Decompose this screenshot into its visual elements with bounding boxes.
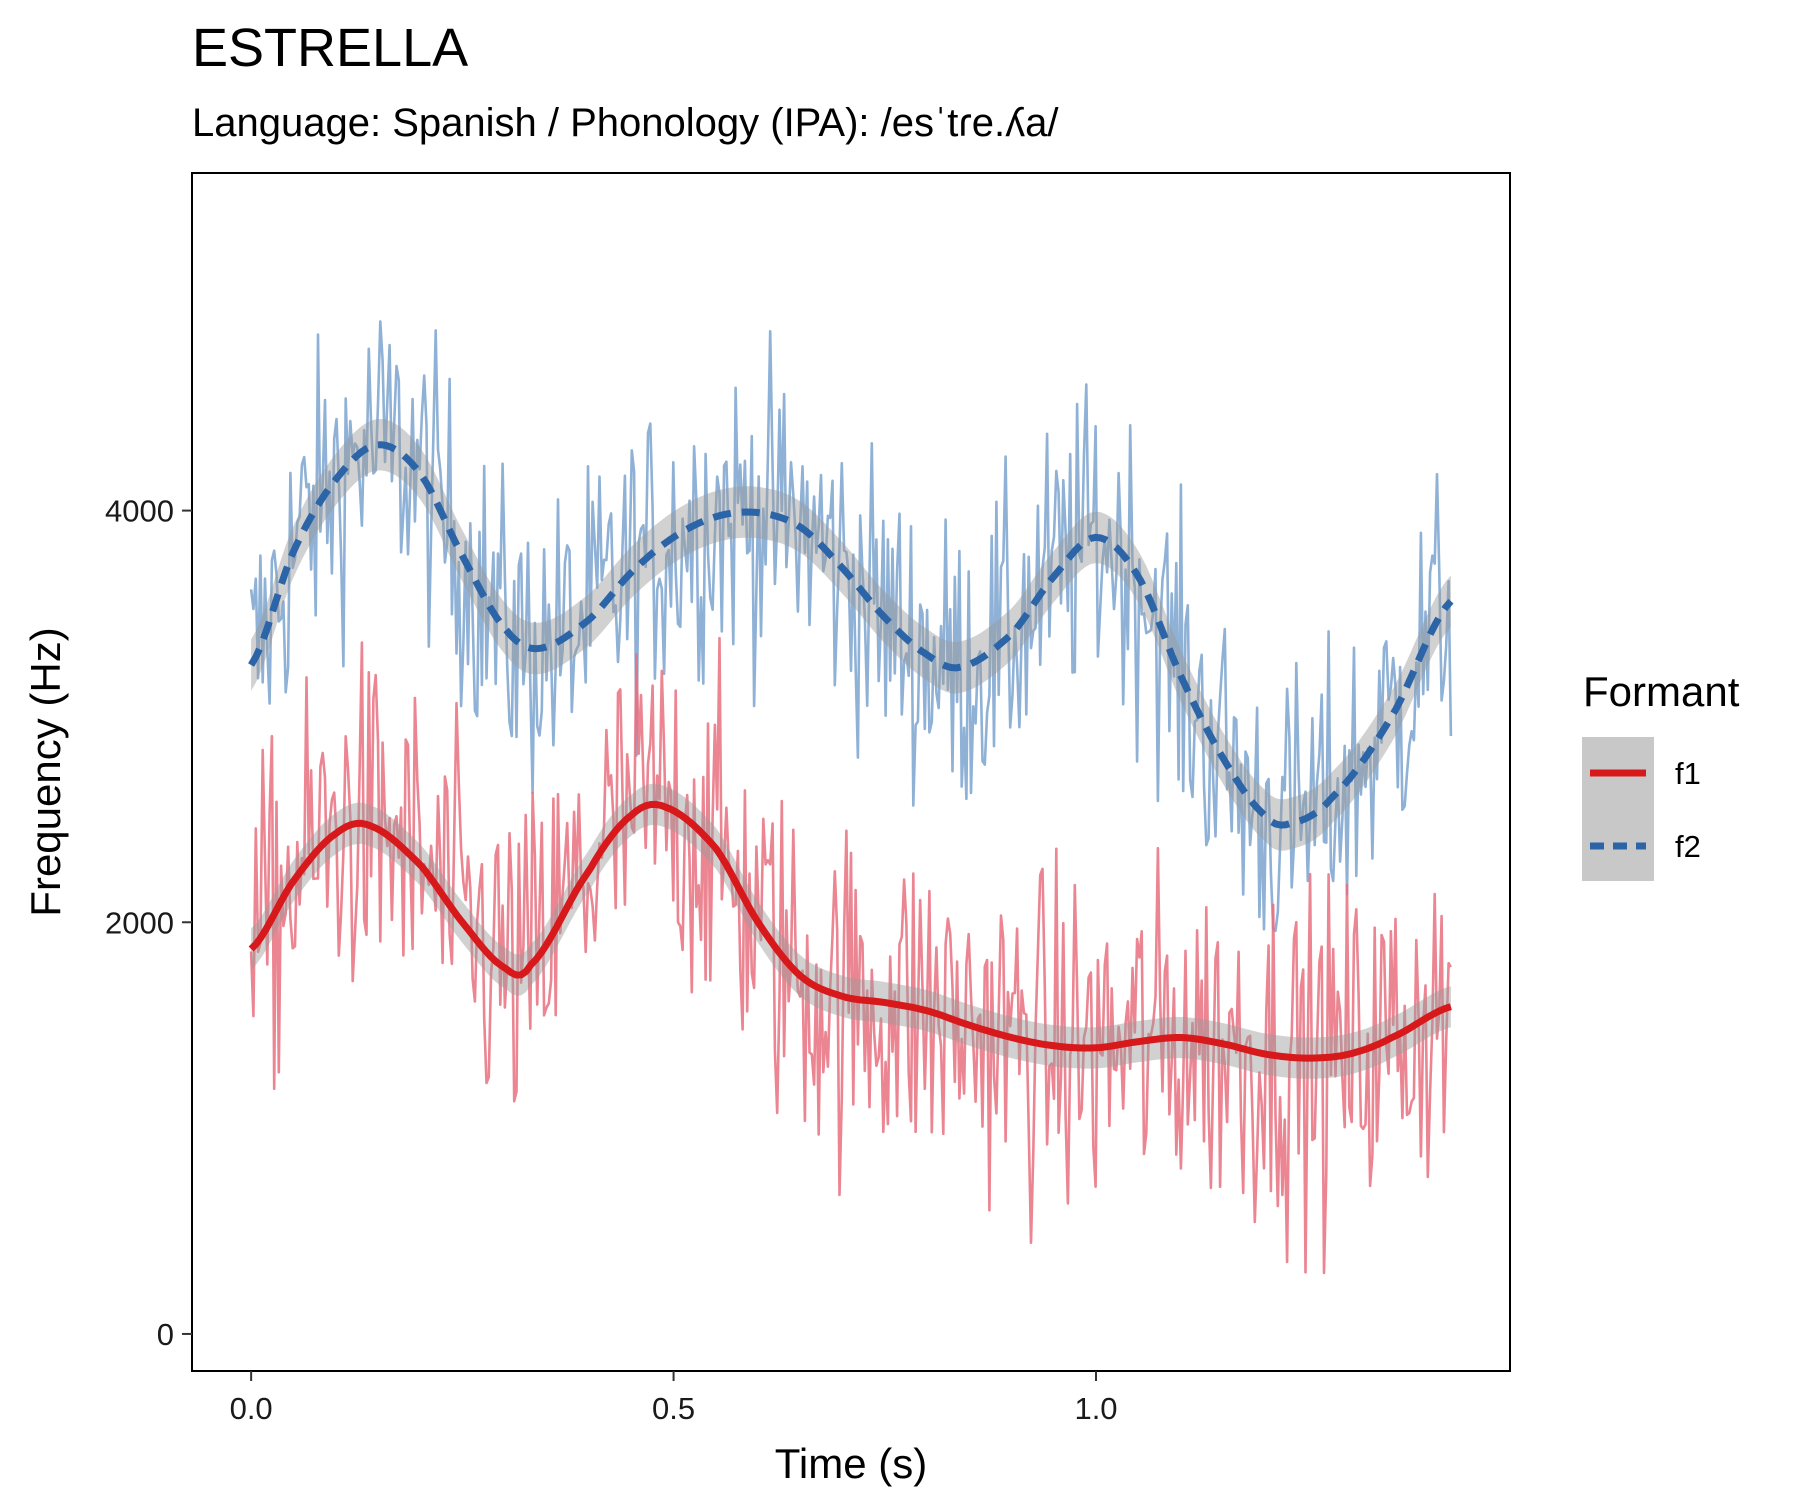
y-axis-title: Frequency (Hz): [22, 627, 69, 916]
plot-area: [191, 172, 1511, 1372]
ribbon-f1: [251, 783, 1451, 1079]
y-axis: 0 2000 4000: [105, 494, 192, 1352]
x-tick-label-0: 0.0: [230, 1391, 273, 1426]
x-tick-label-1: 1.0: [1074, 1391, 1117, 1426]
raw-trace-f1: [249, 636, 1453, 1275]
legend: Formant f1 f2: [1582, 668, 1740, 881]
chart-subtitle: Language: Spanish / Phonology (IPA): /es…: [192, 101, 1059, 145]
chart-title: ESTRELLA: [192, 18, 468, 78]
ribbon-f2: [251, 419, 1451, 851]
x-axis-title: Time (s): [775, 1440, 927, 1487]
legend-title: Formant: [1583, 668, 1740, 715]
smooth-line-f2: [248, 441, 1454, 829]
legend-key-background: [1582, 737, 1654, 881]
x-tick-label-0.5: 0.5: [652, 1391, 695, 1426]
confidence-ribbons: [251, 419, 1451, 1079]
y-tick-label-4000: 4000: [105, 494, 174, 529]
x-axis: 0.0 0.5 1.0: [230, 1371, 1118, 1426]
y-tick-label-2000: 2000: [105, 905, 174, 940]
smooth-lines: [248, 441, 1454, 1062]
legend-label-f1: f1: [1675, 756, 1701, 791]
plot-panel-border: [191, 172, 1511, 1372]
smooth-line-f1: [248, 800, 1452, 1062]
y-tick-label-0: 0: [157, 1317, 174, 1352]
legend-label-f2: f2: [1675, 829, 1701, 864]
